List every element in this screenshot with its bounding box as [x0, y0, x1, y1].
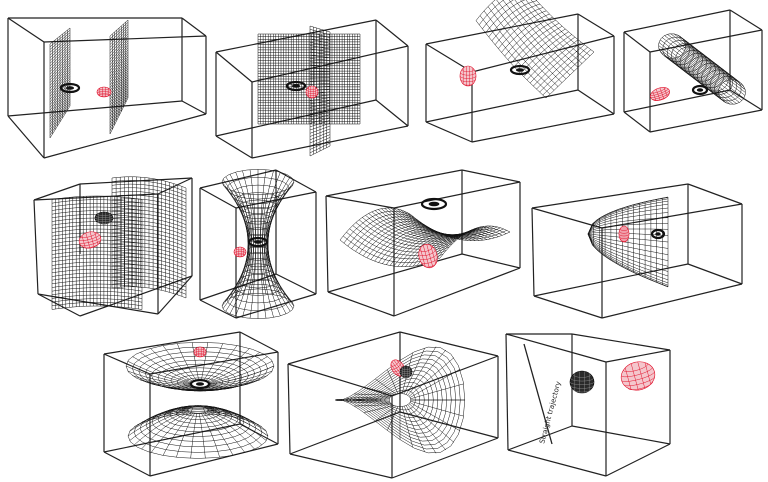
hyperboloid-mesh — [221, 169, 295, 319]
panel-tilted-cylinder — [620, 4, 768, 136]
paraboloid-mesh — [587, 196, 669, 288]
panel-twisted-surface — [284, 326, 502, 482]
bounding-box — [199, 169, 317, 319]
dark-torus — [285, 80, 307, 92]
dark-torus — [59, 82, 81, 94]
panel-crossed-planes — [212, 6, 414, 164]
cylinder-mesh — [658, 33, 746, 105]
plane-right — [109, 19, 129, 135]
dark-torus — [691, 84, 709, 96]
dark-ellipsoid — [399, 365, 413, 379]
dark-torus — [420, 197, 448, 211]
red-ellipsoid — [618, 225, 630, 243]
bounding-box — [505, 333, 671, 477]
dark-torus — [247, 236, 269, 248]
red-ellipsoid — [96, 86, 112, 98]
red-ellipsoid — [305, 85, 319, 99]
panel-saddle — [322, 164, 524, 324]
bounding-box — [325, 169, 521, 317]
upper-sheet — [125, 342, 275, 392]
sheet-right — [111, 176, 187, 299]
red-ellipsoid — [620, 361, 656, 391]
red-ellipsoid — [233, 246, 247, 258]
trough-mesh — [475, 0, 595, 99]
panel-paraboloid — [528, 176, 750, 324]
red-ellipsoid — [650, 87, 670, 101]
bounding-box — [33, 177, 193, 317]
dark-sphere — [569, 370, 595, 394]
bounding-box — [425, 13, 615, 143]
panel-parabolic-trough — [418, 0, 616, 146]
trajectory-label: Straight trajectory — [538, 380, 562, 444]
plane-left — [49, 27, 71, 139]
panel-curved-sheets — [32, 164, 196, 322]
red-ellipsoid — [459, 65, 477, 87]
panel-hyperboloid-two-sheets — [100, 324, 282, 482]
dark-ellipsoid — [94, 211, 114, 225]
lower-sheet — [127, 405, 269, 459]
red-ellipsoid — [418, 243, 438, 269]
dark-torus — [650, 228, 666, 240]
plane-a — [257, 33, 361, 125]
red-ellipsoid — [193, 346, 207, 358]
bounding-box — [7, 17, 207, 159]
dark-torus — [509, 64, 531, 76]
panel-two-planes — [4, 6, 210, 164]
red-ellipsoid — [78, 231, 102, 249]
panel-line-and-spheres: Straight trajectory — [502, 326, 674, 482]
saddle-mesh — [339, 207, 511, 267]
dark-torus — [189, 378, 211, 390]
panel-hyperboloid-one-sheet — [196, 164, 320, 324]
trajectory-line — [523, 343, 553, 445]
